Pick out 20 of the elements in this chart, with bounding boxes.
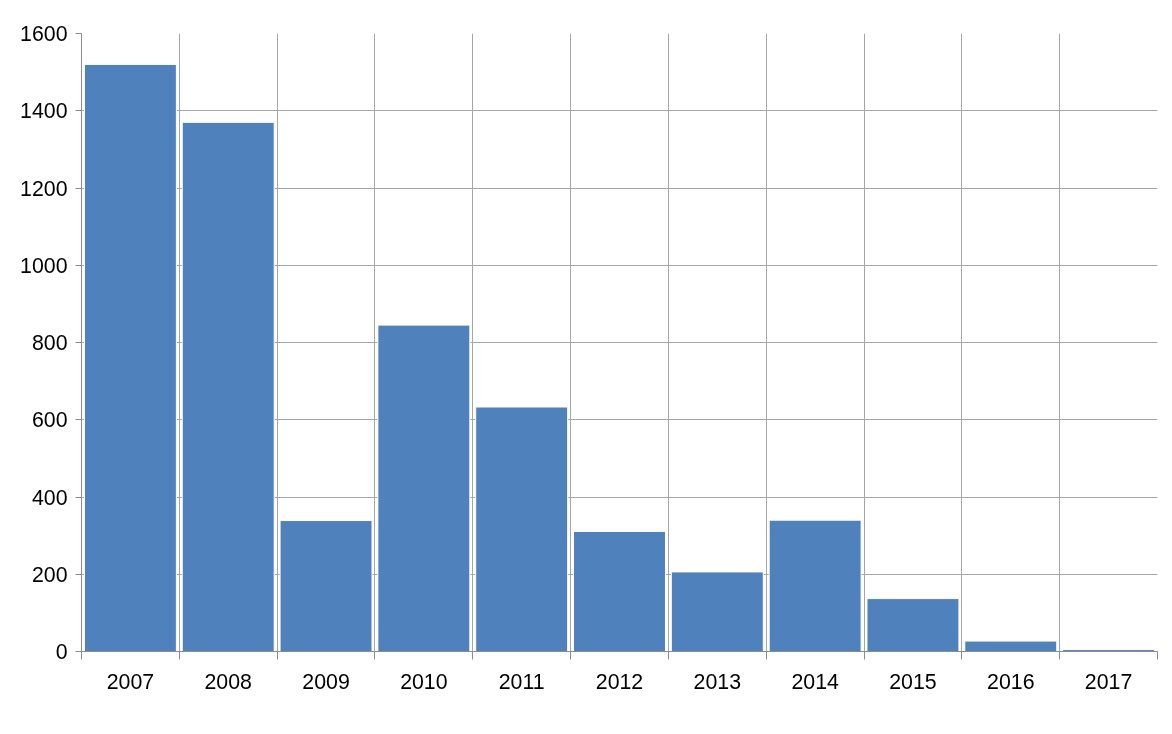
y-tick-label: 1000 [20,253,68,278]
y-tick-label: 1600 [20,22,68,46]
x-tick-label: 2009 [302,669,350,694]
y-tick-label: 400 [31,485,68,510]
y-tick-label: 1200 [20,176,68,201]
y-tick-label: 0 [55,640,68,664]
x-tick-label: 2016 [987,669,1035,694]
x-tick-label: 2010 [400,669,448,694]
y-tick-label: 800 [31,331,68,355]
x-tick-label: 2007 [106,669,155,694]
x-tick-label: 2015 [889,669,937,694]
y-tick-label: 200 [31,562,68,587]
x-tick-label: 2017 [1084,669,1133,694]
x-tick-label: 2014 [791,669,839,694]
x-tick-label: 2011 [498,669,545,694]
x-tick-label: 2012 [595,669,644,694]
x-tick-label: 2013 [693,669,742,694]
y-tick-label: 600 [31,408,68,433]
x-tick-label: 2008 [204,669,252,694]
y-tick-label: 1400 [20,99,68,124]
